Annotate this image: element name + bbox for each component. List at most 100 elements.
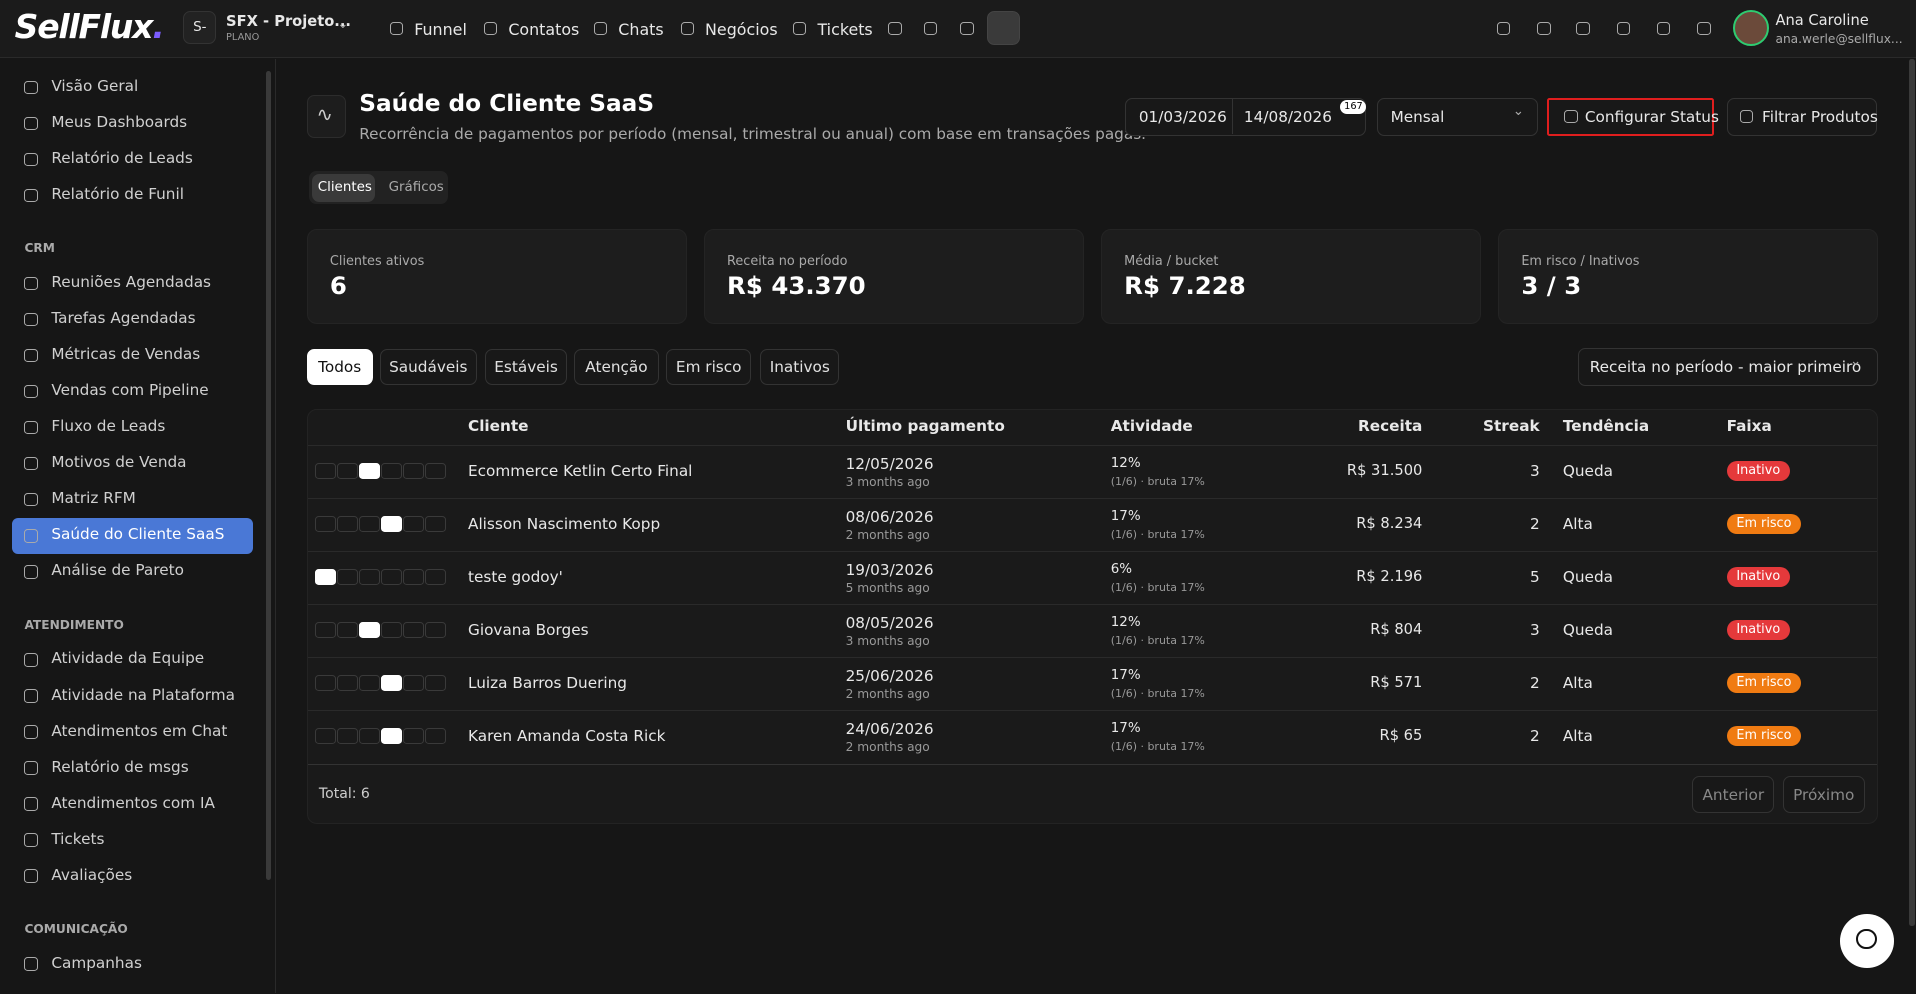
revenue: R$ 65	[1379, 727, 1423, 745]
activity-slot	[425, 622, 446, 639]
toolbar-icon	[1576, 21, 1590, 36]
client-name[interactable]: Karen Amanda Costa Rick	[468, 727, 666, 746]
main-scrollbar	[1908, 58, 1915, 927]
status-badge: Inativo	[1726, 619, 1790, 640]
sidebar-item[interactable]: Análise de Pareto	[51, 561, 184, 580]
sidebar-item[interactable]: Relatório de Leads	[51, 149, 193, 168]
filter-label[interactable]: Estáveis	[494, 358, 558, 377]
sidebar-icon	[24, 384, 38, 399]
sidebar-item[interactable]: Atendimentos com IA	[51, 793, 215, 812]
sidebar-item[interactable]: Reuniões Agendadas	[51, 273, 211, 292]
activity-slot	[403, 463, 424, 479]
sidebar-item[interactable]: Atividade na Plataforma	[51, 685, 235, 704]
filter-label[interactable]: Todos	[318, 358, 362, 377]
client-name[interactable]: Ecommerce Ketlin Certo Final	[468, 461, 693, 480]
activity-slot	[359, 622, 381, 639]
configure-status-button[interactable]	[1546, 97, 1715, 136]
nav-item[interactable]: Chats	[618, 19, 664, 39]
status-badge: Em risco	[1726, 725, 1802, 746]
logo[interactable]: SellFlux.	[15, 7, 165, 46]
period-select[interactable]	[1377, 97, 1539, 136]
filter-chip[interactable]	[306, 349, 373, 385]
button-icon	[1740, 109, 1754, 124]
sidebar-item[interactable]: Tarefas Agendadas	[51, 309, 196, 328]
nav-icon-button	[923, 21, 938, 36]
tab[interactable]: Gráficos	[388, 179, 444, 195]
trend: Queda	[1562, 461, 1613, 480]
sidebar-icon	[24, 348, 38, 363]
toolbar-icon	[1697, 21, 1711, 36]
filter-chip[interactable]	[380, 349, 477, 385]
prev-button[interactable]	[1692, 775, 1775, 813]
next-label[interactable]: Próximo	[1793, 785, 1855, 804]
trend: Alta	[1562, 514, 1593, 533]
filter-products-label[interactable]: Filtrar Produtos	[1762, 107, 1878, 126]
filter-chip[interactable]	[574, 349, 659, 385]
activity-slot	[359, 675, 381, 692]
activity-slot	[403, 728, 424, 745]
filter-products-button[interactable]	[1726, 97, 1877, 136]
activity: 17%	[1110, 720, 1141, 736]
next-button[interactable]	[1782, 775, 1865, 813]
sidebar-item[interactable]: Motivos de Venda	[51, 453, 187, 472]
activity-slot	[381, 728, 402, 745]
client-name[interactable]: Giovana Borges	[468, 620, 589, 639]
sidebar-icon	[24, 565, 38, 579]
user-name: Ana Caroline	[1775, 12, 1869, 30]
filter-chip[interactable]	[760, 349, 840, 385]
nav-item[interactable]: Tickets	[817, 19, 873, 39]
column-header: Receita	[1358, 416, 1423, 435]
client-name[interactable]: Alisson Nascimento Kopp	[468, 514, 661, 533]
sort-select[interactable]	[1577, 348, 1879, 387]
sidebar-item[interactable]: Atendimentos em Chat	[51, 721, 228, 740]
sidebar-icon	[24, 152, 38, 167]
date-range[interactable]	[1125, 97, 1367, 136]
sidebar-item[interactable]: Vendas com Pipeline	[51, 381, 209, 400]
nav-item[interactable]: Contatos	[508, 19, 580, 39]
sidebar-item[interactable]: Avaliações	[51, 865, 133, 884]
sidebar-icon	[24, 725, 38, 739]
sidebar-item[interactable]: Matriz RFM	[51, 489, 136, 508]
client-name[interactable]: teste godoy'	[468, 567, 563, 586]
nav-active-button[interactable]	[987, 10, 1021, 46]
activity-slot	[425, 463, 446, 479]
chevron: ⌄	[1512, 103, 1525, 119]
status-badge: Em risco	[1726, 513, 1802, 534]
sidebar-item[interactable]: Meus Dashboards	[51, 113, 188, 132]
row-divider	[307, 497, 1877, 500]
nav-icon	[793, 21, 807, 36]
sidebar-item[interactable]: Tickets	[51, 829, 105, 848]
sidebar-icon	[24, 276, 38, 291]
sidebar-item[interactable]: Fluxo de Leads	[51, 417, 166, 436]
client-name[interactable]: Luiza Barros Duering	[468, 674, 627, 693]
sidebar-item[interactable]: Atividade da Equipe	[51, 649, 205, 668]
prev-label[interactable]: Anterior	[1702, 785, 1765, 804]
filter-chip[interactable]	[665, 349, 752, 385]
project-name[interactable]: SFX - Projeto...	[226, 13, 351, 31]
filter-label[interactable]: Em risco	[675, 358, 742, 377]
sidebar-icon	[24, 689, 38, 703]
sidebar-item[interactable]: Campanhas	[51, 953, 142, 972]
sidebar-item[interactable]: Saúde do Cliente SaaS	[51, 525, 225, 544]
sidebar-icon	[24, 653, 38, 667]
filter-label[interactable]: Inativos	[769, 358, 830, 377]
avatar[interactable]	[1732, 9, 1770, 47]
activity-slot	[359, 463, 381, 479]
activity-slot	[359, 728, 381, 745]
sidebar-item[interactable]: Métricas de Vendas	[51, 345, 201, 364]
filter-chip[interactable]	[485, 349, 567, 385]
nav-item[interactable]: Funnel	[414, 19, 467, 39]
activity-slot	[315, 516, 337, 533]
nav-item[interactable]: Negócios	[705, 19, 778, 39]
nav-icon-button	[888, 21, 902, 36]
tab-active[interactable]	[311, 173, 376, 202]
configure-status-label[interactable]: Configurar Status	[1584, 107, 1719, 126]
activity-detail: (1/6) · bruta 17%	[1110, 740, 1205, 754]
filter-label[interactable]: Atenção	[585, 358, 648, 377]
sidebar-item[interactable]: Visão Geral	[51, 76, 139, 95]
sidebar-item[interactable]: Relatório de Funil	[51, 185, 184, 204]
filter-label[interactable]: Saudáveis	[389, 358, 468, 377]
nav-icon-button	[960, 21, 974, 36]
sidebar-item[interactable]: Relatório de msgs	[51, 757, 189, 776]
tab[interactable]: Clientes	[317, 179, 372, 195]
